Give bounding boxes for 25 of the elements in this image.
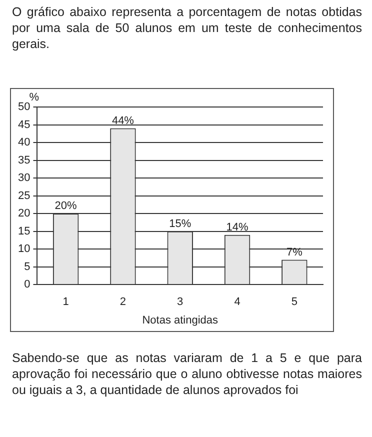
y-tick-label: 40 bbox=[18, 136, 30, 149]
chart-title: O gráfico abaixo representa a porcentagem de notas obtidas por uma sala de 50 alunos em um teste de conhecimentos gerais. bbox=[12, 4, 362, 52]
data-label: 7% bbox=[286, 246, 303, 258]
data-label: 14% bbox=[226, 221, 248, 234]
data-label: 20% bbox=[54, 200, 78, 212]
text: Sabendo-se que as notas variaram de 1 a 5 e que para aprovação foi necessário que o aluno obtivesse notas maiores ou iguais a 3, a quantidade de alunos aprovados foi bbox=[12, 350, 362, 398]
data-label: 15% bbox=[169, 218, 192, 230]
y-tick-label: 5 bbox=[24, 260, 30, 273]
y-tick-label: 45 bbox=[18, 118, 30, 131]
y-tick-label: 15 bbox=[18, 225, 30, 238]
y-tick-label: 50 bbox=[18, 101, 30, 114]
x-tick-label: 4 bbox=[234, 296, 240, 308]
y-tick-label: 20 bbox=[18, 208, 30, 220]
x-tick-label: 3 bbox=[177, 296, 184, 308]
x-tick-label: 5 bbox=[291, 296, 298, 308]
y-axis-title: % bbox=[29, 92, 40, 104]
y-tick-label: 30 bbox=[18, 172, 30, 184]
y-tick-label: 35 bbox=[18, 154, 30, 166]
y-tick-label: 0 bbox=[24, 278, 30, 291]
y-tick-label: 25 bbox=[18, 190, 30, 202]
data-label: 44% bbox=[112, 114, 134, 127]
x-tick-label: 2 bbox=[120, 296, 126, 308]
x-axis-title: Notas atingidas bbox=[142, 314, 219, 326]
x-tick-label: 1 bbox=[62, 296, 69, 308]
y-tick-label: 10 bbox=[18, 243, 30, 256]
